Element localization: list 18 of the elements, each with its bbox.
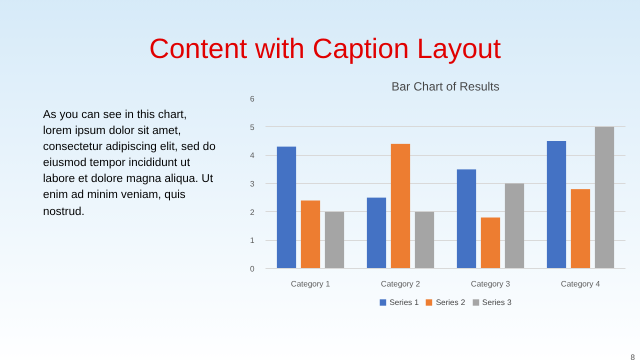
legend-label: Series 2 <box>436 297 466 307</box>
y-tick-label: 3 <box>250 180 256 188</box>
x-tick-label: Category 4 <box>560 280 601 288</box>
y-tick-label: 1 <box>250 236 256 246</box>
legend-label: Series 1 <box>389 297 419 307</box>
text: As you can see in this chart, lorem ipsum dolor sit amet, consectetur adipiscing elit, sed do eiusmod tempor incididunt ut labore et dolore magna aliqua. Ut enim ad minim veniam, quis nostrud. <box>43 108 217 220</box>
y-tick-label: 6 <box>250 94 256 104</box>
chart-subtitle: Bar Chart of Results <box>391 80 500 94</box>
y-tick-label: 0 <box>250 264 256 274</box>
x-tick-label: Category 3 <box>470 280 511 288</box>
x-tick-label: Category 2 <box>380 280 421 288</box>
y-tick-label: 4 <box>250 151 256 160</box>
text: 8 <box>630 352 635 360</box>
x-tick-label: Category 1 <box>290 280 331 288</box>
chart-title: Content with Caption Layout <box>149 32 501 66</box>
legend-label: Series 3 <box>482 297 512 307</box>
y-tick-label: 5 <box>250 122 256 132</box>
y-tick-label: 2 <box>250 208 256 217</box>
